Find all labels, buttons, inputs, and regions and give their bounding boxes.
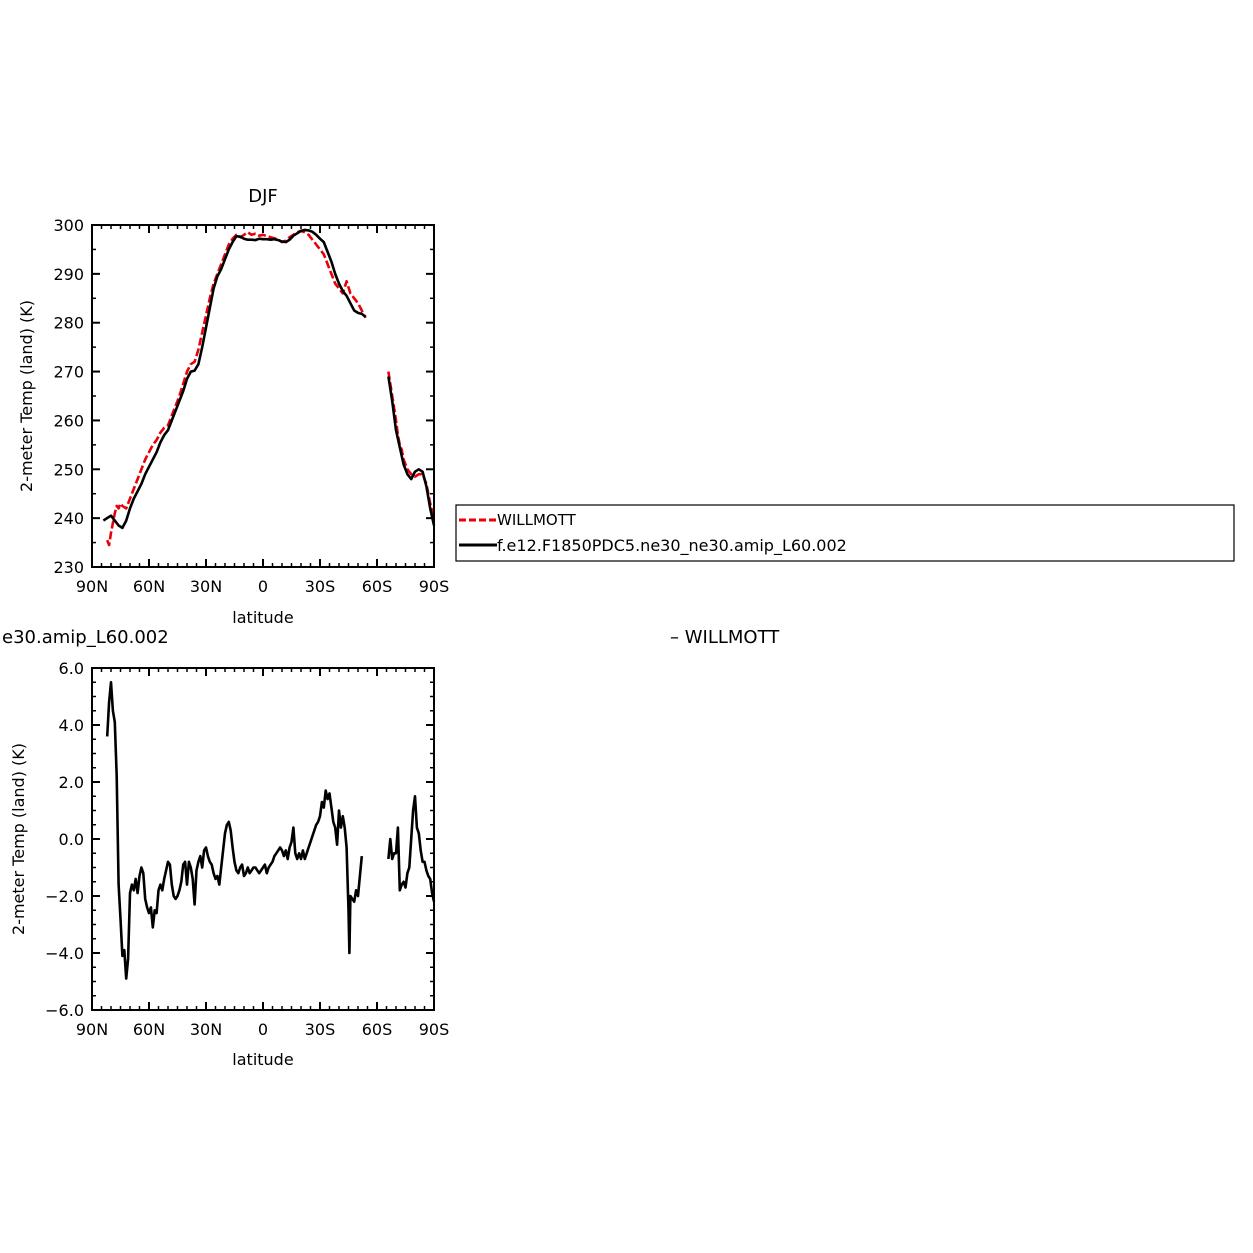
bottom-panel-x-axis-label: latitude [232,1050,293,1069]
series-line-0-1-0 [102,228,367,530]
y-tick-label: 300 [53,216,84,235]
bottom-panel-right-title: – WILLMOTT [670,627,780,648]
top-panel: DJF 90N 60N 30N 0 30S 60S 90S 230 240 250 260 270 28… [17,186,449,627]
top-panel-title: DJF [248,186,278,207]
legend-label-model: f.e12.F1850PDC5.ne30_ne30.amip_L60.002 [497,536,847,556]
top-panel-series [102,228,436,547]
x-tick-label: 30N [190,577,222,596]
x-tick-label: 90S [419,1020,450,1039]
top-panel-frame [91,224,435,568]
y-tick-label: 4.0 [59,716,84,735]
x-tick-label: 60N [133,1020,165,1039]
y-tick-label: 290 [53,265,84,284]
y-tick-label: −4.0 [45,944,84,963]
y-tick-label: −2.0 [45,887,84,906]
x-tick-label: 30N [190,1020,222,1039]
bottom-panel-left-title: e30.amip_L60.002 [2,627,169,648]
y-tick-label: 0.0 [59,830,84,849]
y-tick-label: −6.0 [45,1001,84,1020]
top-panel-y-axis-label: 2-meter Temp (land) (K) [17,300,36,492]
x-tick-label: 0 [258,1020,268,1039]
x-tick-label: 60N [133,577,165,596]
bottom-panel-y-axis-label: 2-meter Temp (land) (K) [9,743,28,935]
series-line-1-0-0 [105,680,364,980]
bottom-panel: e30.amip_L60.002 – WILLMOTT 90N 60N 30N 0 30… [2,627,780,1069]
x-tick-label: 90S [419,577,450,596]
series-line-0-1-1 [387,376,436,526]
series-line-1-0-1 [387,794,436,902]
y-tick-label: 230 [53,558,84,577]
y-tick-label: 260 [53,411,84,430]
top-panel-x-axis-label: latitude [232,608,293,627]
x-tick-label: 60S [362,577,393,596]
x-tick-label: 0 [258,577,268,596]
y-tick-label: 240 [53,509,84,528]
y-tick-label: 280 [53,314,84,333]
bottom-panel-frame [91,667,435,1011]
y-tick-label: 270 [53,363,84,382]
x-tick-label: 30S [305,577,336,596]
y-tick-label: 6.0 [59,659,84,678]
x-tick-label: 90N [76,577,108,596]
legend: WILLMOTT f.e12.F1850PDC5.ne30_ne30.amip_… [455,504,1235,562]
bottom-panel-series [105,680,436,980]
y-tick-label: 2.0 [59,773,84,792]
legend-label-willmott: WILLMOTT [497,511,577,529]
legend-box [455,504,1235,562]
x-tick-label: 90N [76,1020,108,1039]
x-tick-label: 30S [305,1020,336,1039]
y-tick-label: 250 [53,460,84,479]
top-panel-ticks: 90N 60N 30N 0 30S 60S 90S 230 240 250 260 270 280 290… [53,216,449,596]
series-line-0-0-0 [105,229,367,547]
x-tick-label: 60S [362,1020,393,1039]
